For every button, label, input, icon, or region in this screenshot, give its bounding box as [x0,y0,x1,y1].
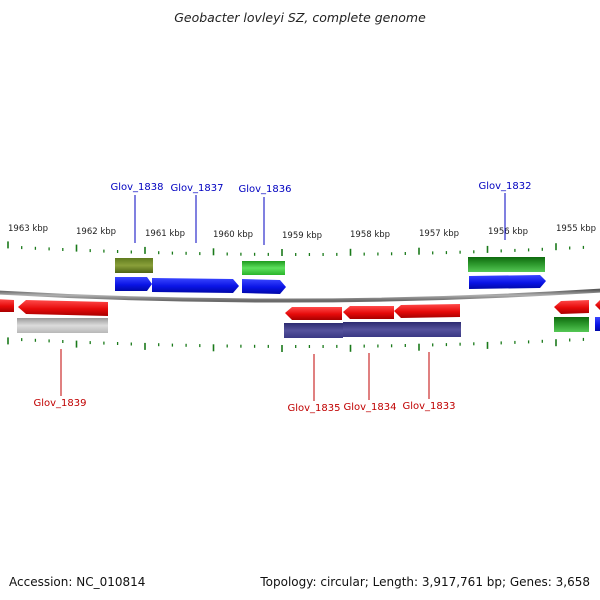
cds-arrow-glov-1837[interactable] [152,278,239,293]
cds-arrow-edge-far-right[interactable] [595,299,600,311]
scale-label: 1961 kbp [145,229,185,239]
scale-label: 1960 kbp [213,230,253,240]
feature-block[interactable] [17,318,108,333]
cds-arrow-edge-right[interactable] [554,300,589,314]
cds-arrow-glov-1836[interactable] [242,279,286,294]
feature-block[interactable] [595,317,600,331]
gene-label-glov-1834[interactable]: Glov_1834 [343,402,396,413]
cds-arrow-glov-1834[interactable] [343,306,394,319]
scale-label: 1955 kbp [556,224,596,234]
feature-block[interactable] [242,261,285,275]
feature-track-lower-1 [17,317,600,338]
gene-label-glov-1839[interactable]: Glov_1839 [33,398,86,409]
scale-ticks-top [7,241,585,256]
forward-cds-track [115,275,546,294]
gene-label-glov-1833[interactable]: Glov_1833 [402,401,455,412]
scale-label: 1957 kbp [419,229,459,239]
scale-label: 1959 kbp [282,231,322,241]
scale-label: 1958 kbp [350,230,390,240]
feature-block[interactable] [554,317,589,332]
gene-label-glov-1832[interactable]: Glov_1832 [478,181,531,192]
feature-block[interactable] [115,258,153,273]
scale-label: 1956 kbp [488,227,528,237]
cds-arrow-glov-1838[interactable] [115,277,152,291]
feature-block[interactable] [468,257,545,272]
gene-label-glov-1835[interactable]: Glov_1835 [287,403,340,414]
scale-labels: 1963 kbp 1962 kbp 1961 kbp 1960 kbp 1959… [8,224,596,241]
gene-label-glov-1836[interactable]: Glov_1836 [238,184,291,195]
scale-label: 1962 kbp [76,227,116,237]
scale-label: 1963 kbp [8,224,48,234]
genome-title: Geobacter lovleyi SZ, complete genome [174,10,426,25]
feature-block[interactable] [343,322,461,337]
gene-label-glov-1838[interactable]: Glov_1838 [110,182,163,193]
cds-arrow-glov-1832[interactable] [469,275,546,289]
cds-arrow-glov-1839[interactable] [18,300,108,316]
cds-arrow-glov-1835[interactable] [285,307,342,320]
gene-callouts [60,193,506,401]
feature-track-upper-1 [115,257,545,275]
scale-ticks-bottom [7,337,585,352]
gene-labels: Glov_1838 Glov_1837 Glov_1836 Glov_1832 … [33,181,531,414]
accession-text: Accession: NC_010814 [9,575,146,589]
cds-arrow-glov-1833[interactable] [394,304,460,318]
cds-arrow-edge-left[interactable] [0,299,14,312]
gene-label-glov-1837[interactable]: Glov_1837 [170,183,223,194]
reverse-cds-track [0,299,600,320]
genome-backbone [0,288,600,303]
topology-text: Topology: circular; Length: 3,917,761 bp… [260,575,590,589]
feature-block[interactable] [284,323,343,338]
